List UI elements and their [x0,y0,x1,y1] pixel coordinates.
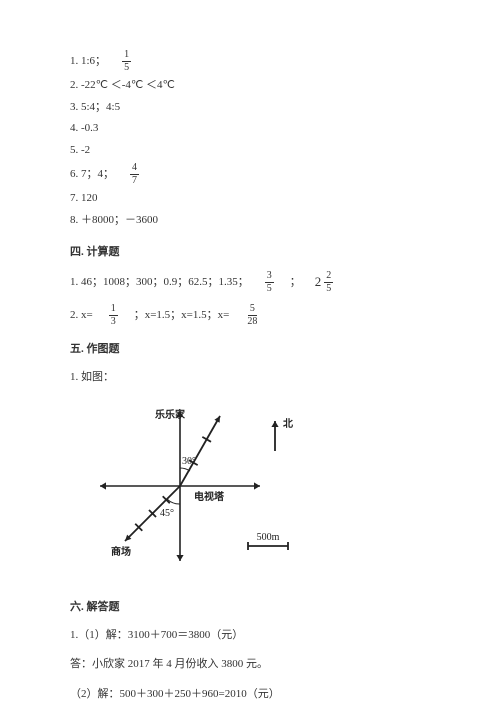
separator: ； [290,274,301,292]
answer-item-2: 2. -22℃ ＜-4℃ ＜4℃ [70,77,430,95]
section-4-title: 四. 计算题 [70,244,430,262]
section-6-title: 六. 解答题 [70,599,430,617]
sec4-line-2: 2. x= 1 3 ；x=1.5；x=1.5；x= 5 28 [70,304,430,327]
answer-item-3: 3. 5:4；4:5 [70,99,430,117]
fraction-5-28: 5 28 [245,304,259,327]
svg-text:乐乐家: 乐乐家 [155,408,186,421]
svg-text:45°: 45° [160,508,174,519]
answer-item-4: 4. -0.3 [70,120,430,138]
diagram-container: 30° 45° 北 乐乐家电视塔商场 500m [70,396,430,583]
text: 1. 1:6； [70,53,106,71]
answer-item-5: 5. -2 [70,142,430,160]
fraction-1-3: 1 3 [109,304,118,327]
svg-text:商场: 商场 [111,545,131,558]
svg-text:30°: 30° [182,456,196,467]
text: ；x=1.5；x=1.5；x= [134,307,230,325]
text: 6. 7；4； [70,166,114,184]
svg-text:北: 北 [283,417,293,430]
sec6-line-1: 1.（1）解：3100＋700＝3800（元） [70,627,430,645]
sec4-line-1: 1. 46；1008；300；0.9；62.5；1.35； 3 5 ； 2 2 … [70,271,430,294]
direction-diagram: 30° 45° 北 乐乐家电视塔商场 500m [70,396,320,576]
answer-item-8: 8. ＋8000；－3600 [70,212,430,230]
answer-item-6: 6. 7；4； 4 7 [70,163,430,186]
sec5-line-1: 1. 如图： [70,369,430,387]
answer-item-7: 7. 120 [70,190,430,208]
fraction-3-5: 3 5 [265,271,274,294]
svg-text:电视塔: 电视塔 [194,490,225,503]
sec6-line-3: （2）解：500＋300＋250＋960=2010（元） [70,686,430,704]
section-5-title: 五. 作图题 [70,341,430,359]
fraction-4-7: 4 7 [130,163,139,186]
mixed-2-2-5: 2 2 5 [315,271,336,294]
sec6-line-2: 答：小欣家 2017 年 4 月份收入 3800 元。 [70,656,430,674]
fraction-1-5: 1 5 [122,50,131,73]
answer-item-1: 1. 1:6； 1 5 [70,50,430,73]
text: 1. 46；1008；300；0.9；62.5；1.35； [70,274,249,292]
svg-text:500m: 500m [257,532,280,543]
text: 2. x= [70,307,93,325]
